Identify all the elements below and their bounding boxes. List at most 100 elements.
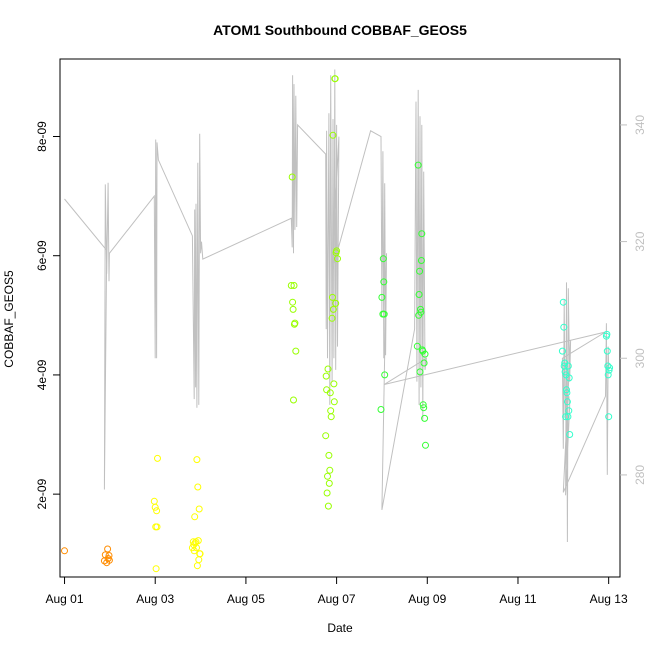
- data-point: [381, 371, 389, 379]
- data-point: [322, 432, 330, 440]
- data-point: [194, 483, 202, 491]
- data-point: [329, 305, 337, 313]
- data-point: [291, 319, 299, 327]
- y-axis-label: COBBAF_GEOS5: [2, 270, 16, 368]
- y2-tick-label: 300: [633, 348, 647, 368]
- data-point: [604, 362, 612, 370]
- data-point: [564, 362, 572, 370]
- x-axis: Aug 01 Aug 03 Aug 05 Aug 07 Aug 09 Aug 11 Aug …: [46, 577, 628, 606]
- data-point: [563, 389, 571, 397]
- data-point: [194, 537, 202, 545]
- data-point: [290, 282, 298, 289]
- data-point: [565, 374, 573, 382]
- y2-tick-label: 280: [633, 465, 647, 485]
- data-point: [416, 267, 424, 275]
- data-point: [195, 505, 203, 513]
- data-point: [603, 330, 611, 338]
- y-tick-label: 6e-09: [35, 240, 49, 271]
- data-point: [193, 544, 200, 552]
- data-point: [329, 293, 336, 301]
- x-tick-label: Aug 03: [136, 592, 174, 606]
- data-point: [417, 308, 425, 316]
- data-point: [325, 479, 333, 487]
- data-point: [330, 398, 338, 406]
- data-point: [61, 547, 68, 555]
- data-point: [418, 230, 426, 238]
- data-point: [334, 255, 341, 263]
- data-point: [289, 305, 297, 313]
- data-point: [329, 131, 337, 139]
- data-point: [292, 347, 300, 355]
- data-point: [325, 451, 333, 459]
- data-point: [420, 359, 428, 367]
- data-point: [419, 401, 427, 409]
- data-point: [330, 380, 338, 388]
- data-point: [151, 503, 159, 511]
- data-point: [327, 413, 335, 421]
- data-point: [604, 371, 612, 379]
- data-point: [603, 347, 611, 355]
- data-points: [61, 75, 614, 573]
- data-point: [562, 413, 570, 421]
- data-point: [563, 386, 570, 394]
- x-tick-label: Aug 11: [499, 592, 536, 606]
- x-tick-label: Aug 05: [227, 592, 265, 606]
- data-point: [563, 398, 571, 406]
- data-point: [323, 489, 331, 497]
- data-point: [417, 305, 424, 313]
- data-point: [380, 278, 388, 286]
- y-axis: 2e-09 4e-09 6e-09 8e-09: [35, 121, 60, 509]
- data-point: [322, 372, 330, 380]
- data-point: [380, 310, 388, 318]
- y2-tick-label: 320: [633, 231, 647, 251]
- data-point: [421, 414, 429, 422]
- data-point: [153, 507, 161, 515]
- data-point: [324, 472, 331, 480]
- data-point: [415, 291, 423, 298]
- data-point: [324, 502, 332, 510]
- x-tick-label: Aug 13: [590, 592, 628, 606]
- data-point: [105, 556, 113, 564]
- data-point: [605, 413, 613, 421]
- data-point: [378, 293, 386, 301]
- data-point: [560, 323, 568, 331]
- data-point: [288, 173, 296, 181]
- secondary-series-line: [64, 69, 610, 543]
- data-point: [153, 523, 161, 531]
- data-point: [420, 404, 428, 412]
- data-point: [289, 298, 297, 306]
- y2-tick-label: 340: [633, 115, 647, 135]
- data-point: [332, 299, 340, 307]
- data-point: [189, 538, 197, 546]
- data-point: [606, 364, 614, 372]
- data-point: [333, 247, 341, 255]
- data-point: [558, 347, 566, 355]
- data-point: [565, 407, 573, 415]
- data-point: [414, 161, 422, 169]
- data-point: [559, 298, 567, 306]
- data-point: [566, 431, 574, 438]
- data-point: [417, 257, 425, 264]
- chart-title: ATOM1 Southbound COBBAF_GEOS5: [213, 22, 467, 38]
- y-tick-label: 4e-09: [35, 359, 49, 390]
- plot-frame: [59, 58, 621, 578]
- data-point: [379, 255, 387, 263]
- data-point: [191, 513, 199, 521]
- data-point: [326, 466, 334, 474]
- data-point: [331, 75, 339, 83]
- data-point: [326, 389, 334, 397]
- x-axis-label: Date: [327, 621, 353, 635]
- x-tick-label: Aug 07: [318, 592, 356, 606]
- data-point: [193, 456, 201, 464]
- data-point: [324, 365, 332, 373]
- data-point: [287, 282, 295, 289]
- data-point: [413, 342, 421, 350]
- data-point: [377, 406, 385, 413]
- x-tick-label: Aug 09: [408, 592, 446, 606]
- data-point: [416, 368, 424, 376]
- data-point: [154, 454, 161, 462]
- data-point: [196, 550, 204, 558]
- secondary-series: [64, 69, 610, 543]
